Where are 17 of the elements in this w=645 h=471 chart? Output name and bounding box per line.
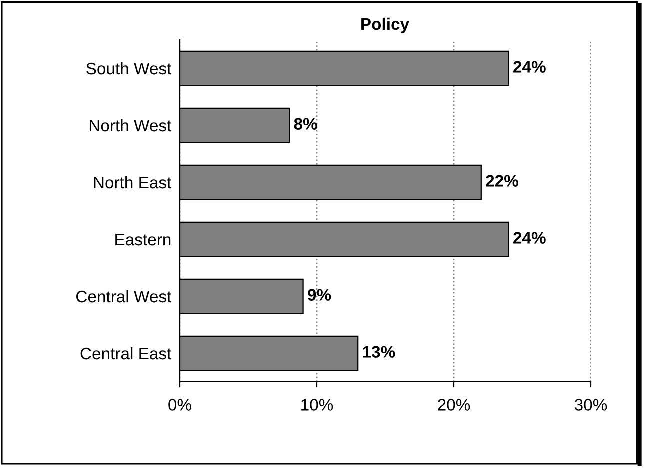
- data-label: 13%: [363, 346, 396, 358]
- y-tick-label: North East: [94, 176, 172, 189]
- y-tick-label: North West: [90, 119, 172, 132]
- x-tick-label: 10%: [302, 399, 334, 411]
- data-label: 9%: [308, 289, 332, 301]
- y-tick-label: Central East: [80, 347, 172, 360]
- data-label: 24%: [514, 232, 546, 244]
- x-tick-label: 20%: [438, 399, 470, 411]
- x-tick-label: 0%: [168, 399, 192, 411]
- y-tick-label: South West: [86, 62, 172, 75]
- chart-title: Policy: [362, 18, 410, 34]
- data-label: 24%: [514, 61, 546, 73]
- y-tick-label: Eastern: [116, 234, 171, 246]
- y-tick-label: Central West: [76, 290, 172, 303]
- x-tick-label: 30%: [574, 399, 608, 411]
- data-label: 8%: [294, 118, 318, 130]
- data-label: 22%: [486, 175, 518, 187]
